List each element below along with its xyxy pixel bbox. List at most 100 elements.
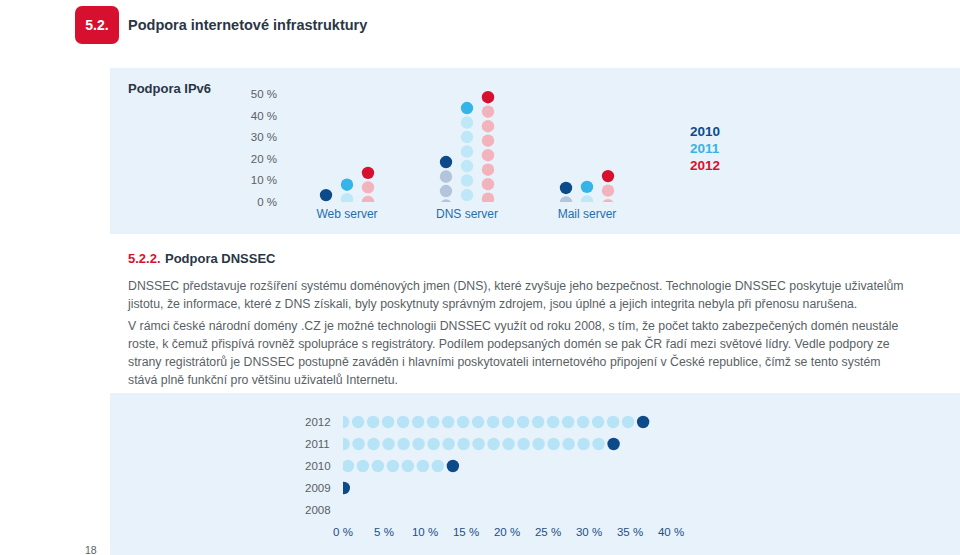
dot-trail [343, 460, 354, 472]
dot-trail [367, 416, 379, 428]
dot-trail [622, 416, 634, 428]
dot-trail [461, 189, 473, 201]
dot-row [343, 460, 459, 472]
y-tick-label: 0 % [257, 196, 277, 208]
dot-value [440, 156, 452, 168]
dot-trail [482, 193, 494, 202]
dot-trail [547, 416, 559, 428]
dot-column [341, 179, 353, 202]
dot-trail [362, 181, 374, 193]
dot-trail [417, 460, 429, 472]
dot-column [320, 189, 332, 201]
chart-title: Podpora IPv6 [128, 81, 211, 96]
dot-value [362, 167, 374, 179]
dot-trail [602, 184, 614, 196]
dot-trail [461, 145, 473, 157]
dot-trail [457, 438, 469, 450]
legend-entry: 2012 [690, 158, 720, 173]
dot-trail [442, 416, 454, 428]
dot-value [581, 181, 593, 193]
paragraph-line: roste, k čemuž přispívá rovněž spoluprác… [128, 336, 890, 351]
dot-trail [562, 416, 574, 428]
legend-entry: 2010 [690, 124, 720, 139]
dot-trail [482, 120, 494, 132]
x-tick-label: 10 % [412, 526, 438, 538]
dot-trail [352, 438, 364, 450]
dot-trail [472, 416, 484, 428]
dot-trail [357, 460, 369, 472]
dot-trail [382, 438, 394, 450]
dot-trail [607, 416, 619, 428]
dot-column [482, 91, 494, 202]
category-label: 2012 [305, 416, 331, 428]
category-label: DNS server [436, 207, 498, 221]
dot-value [607, 438, 619, 450]
dnssec-panel [110, 393, 960, 555]
dot-trail [402, 460, 414, 472]
dot-trail [461, 160, 473, 172]
dot-trail [502, 438, 514, 450]
x-tick-label: 0 % [333, 526, 353, 538]
dot-trail [457, 416, 469, 428]
dot-value [461, 102, 473, 114]
dot-value [343, 482, 350, 494]
dot-trail [581, 195, 593, 202]
dot-value [602, 170, 614, 182]
y-tick-label: 40 % [251, 110, 277, 122]
dot-trail [367, 438, 379, 450]
dot-trail [560, 196, 572, 202]
section-badge [75, 6, 119, 44]
dot-value [560, 182, 572, 194]
dot-trail [482, 135, 494, 147]
dot-value [482, 91, 494, 103]
x-tick-label: 30 % [576, 526, 602, 538]
dot-trail [472, 438, 484, 450]
dot-row [343, 438, 620, 450]
paragraph-line: V rámci české národní domény .CZ je možn… [128, 319, 898, 333]
paragraph-line: DNSSEC představuje rozšíření systému dom… [128, 279, 904, 293]
ipv6-panel [110, 68, 960, 234]
paragraph-line: stává plně funkční pro většinu uživatelů… [128, 373, 398, 387]
dot-trail [412, 416, 424, 428]
dot-value [320, 189, 332, 201]
dot-trail [343, 438, 350, 450]
dot-trail [517, 438, 529, 450]
dot-trail [532, 438, 544, 450]
dot-trail [461, 116, 473, 128]
dot-trail [427, 416, 439, 428]
dot-trail [482, 106, 494, 118]
dot-trail [440, 170, 452, 182]
dot-trail [412, 438, 424, 450]
subsection-number: 5.2.2. [128, 251, 161, 266]
category-label: Web server [316, 207, 377, 221]
dot-trail [502, 416, 514, 428]
dot-trail [532, 416, 544, 428]
y-tick-label: 20 % [251, 153, 277, 165]
dot-column [602, 170, 614, 202]
dot-trail [577, 438, 589, 450]
dot-trail [517, 416, 529, 428]
y-tick-label: 30 % [251, 131, 277, 143]
dot-column [440, 156, 452, 202]
dot-column [461, 102, 473, 201]
dot-value [447, 460, 459, 472]
dot-trail [577, 416, 589, 428]
dot-trail [487, 438, 499, 450]
page-number: 18 [85, 544, 97, 555]
dot-value [637, 416, 649, 428]
dot-trail [592, 438, 604, 450]
subsection-title: Podpora DNSSEC [165, 251, 276, 266]
dot-trail [602, 199, 614, 202]
legend-entry: 2011 [690, 141, 720, 156]
dot-trail [440, 185, 452, 197]
dot-trail [372, 460, 384, 472]
dot-trail [427, 438, 439, 450]
dot-trail [343, 416, 349, 428]
dot-trail [352, 416, 364, 428]
dot-trail [487, 416, 499, 428]
category-label: Mail server [558, 207, 617, 221]
dnssec-marks [343, 416, 649, 494]
category-label: 2008 [305, 504, 331, 516]
section-number: 5.2. [85, 17, 108, 33]
dot-trail [397, 416, 409, 428]
